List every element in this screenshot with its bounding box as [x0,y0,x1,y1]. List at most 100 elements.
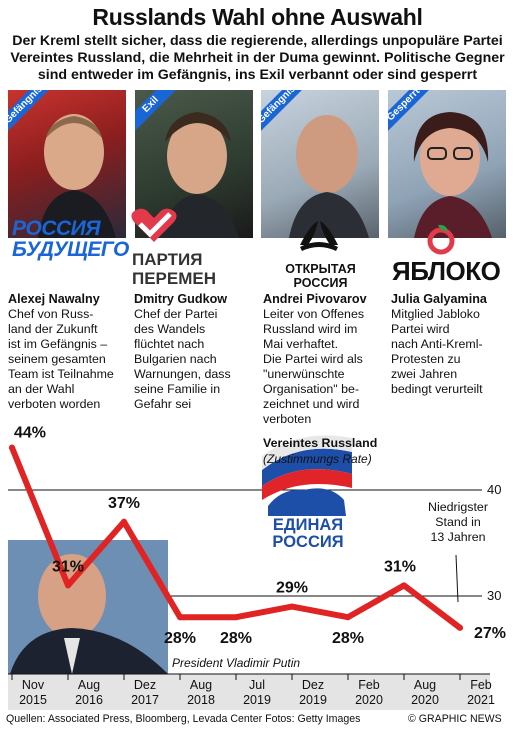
desc-line: zwei Jahren [391,367,458,381]
series-sublabel: (Zustimmungs Rate) [263,452,372,466]
data-label: 28% [332,630,364,647]
logo-line: РОССИЯ [12,217,101,240]
x-tick-label: 2019 [243,693,271,707]
navalny-photo: Gefängnis [8,90,126,238]
hands-icon [300,221,338,251]
politician-name: Julia Galyamina [391,292,487,306]
x-tick-label: Aug [414,678,436,692]
desc-line: nach Anti-Kreml- [391,337,483,351]
x-tick-label: Aug [78,678,100,692]
y-ticks: 30 40 [487,482,501,603]
data-point [345,614,351,621]
portrait-silhouette-icon [38,114,116,238]
logo-line: ПАРТИЯ [132,250,203,269]
united-russia-logo-text: ЕДИНАЯ РОССИЯ [258,517,358,551]
data-point [289,603,295,610]
x-tick-label: 2020 [355,693,383,707]
desc-line: Chef von Russ- [8,307,94,321]
putin-photo [8,540,168,674]
desc-line: verboten worden [8,397,101,411]
logo-line: ОТКРЫТАЯ [285,262,356,276]
desc-line: zeichnet und wird [263,397,360,411]
data-label: 31% [384,558,416,575]
x-tick-label: Dez [134,678,156,692]
data-point [9,444,15,451]
politician-description: Chef der Partei des Wandels flüchtet nac… [134,307,231,412]
photo-caption: President Vladimir Putin [172,656,301,670]
party-logo-russia-of-the-future: РОССИЯ БУДУЩЕГО [12,217,129,261]
pivovarov-photo: Gefängnis [261,90,379,238]
desc-line: seinem gesamten [8,352,106,366]
data-point [121,518,127,525]
page-title: Russlands Wahl ohne Auswahl [92,4,423,30]
data-point [457,624,463,631]
politician-name: Dmitry Gudkow [134,292,228,306]
annotation-line: Niedrigster [428,500,488,514]
x-tick-label: 2018 [187,693,215,707]
desc-line: Chef der Partei [134,307,218,321]
desc-line: ist im Gefängnis – [8,337,108,351]
data-point [401,582,407,589]
points [9,444,463,631]
gudkow-photo: Exil [135,90,253,238]
party-logo-open-russia: ОТКРЫТАЯ РОССИЯ [263,262,378,290]
value-labels: 44% 31% 37% 28% 28% 29% 28% 31% 27% [14,425,506,648]
desc-line: Organisation" be- [263,382,360,396]
logo-line: РОССИЯ [272,533,344,551]
desc-line: Mitglied Jabloko [391,307,480,321]
brand-credit: © GRAPHIC NEWS [408,713,502,725]
desc-line: bedingt verurteilt [391,382,483,396]
series-label: Vereintes Russland [263,436,378,450]
desc-line: Gefahr sei [134,397,192,411]
x-tick-label: Aug [190,678,212,692]
politician-description: Mitglied Jabloko Partei wird nach Anti-K… [391,307,483,397]
annotation-line: 13 Jahren [430,530,486,544]
galyamina-photo: Gesperrt [388,90,506,238]
x-tick-label: 2017 [131,693,159,707]
x-tick-label: Feb [470,678,492,692]
logo-line: ЯБЛОКО [392,256,501,286]
logo-line: ЕДИНАЯ [272,516,344,534]
party-logo-yabloko: ЯБЛОКО [392,256,507,286]
politician-description: Leiter von Offenes Russland wird im Mai … [263,307,364,427]
desc-line: Team ist Teilnahme [8,367,114,381]
desc-line: land der Zukunft [8,322,98,336]
portrait-silhouette-icon [289,115,369,238]
desc-line: Warnungen, dass [134,367,231,381]
portrait-silhouette-icon [413,112,492,238]
desc-line: an der Wahl [8,382,75,396]
desc-line: Protesten zu [391,352,461,366]
heart-check-icon [131,208,177,242]
subtitle: Der Kreml stellt sicher, dass die regier… [6,33,509,84]
data-label: 29% [276,580,308,597]
desc-line: Mai verhaftet. [263,337,339,351]
y-tick-label: 40 [487,482,501,497]
party-logo-party-of-change: ПАРТИЯ ПЕРЕМЕН [132,250,252,288]
logo-line: ПЕРЕМЕН [132,269,217,288]
subtitle-line: Vereintes Russland, die Mehrheit in der … [10,50,505,66]
x-tick-label: 2015 [19,693,47,707]
politician-description: Chef von Russ- land der Zukunft ist im G… [8,307,114,412]
desc-line: Die Partei wird als [263,352,363,366]
x-tick-label: 2016 [75,693,103,707]
subtitle-line: sind entweder im Gefängnis, ins Exil ver… [37,67,478,83]
data-label: 27% [474,625,506,642]
x-tick-label: 2021 [467,693,495,707]
sources-text: Quellen: Associated Press, Bloomberg, Le… [6,713,361,725]
data-label: 44% [14,425,46,442]
x-tick-label: 2019 [299,693,327,707]
desc-line: "unerwünschte [263,367,345,381]
x-tick-label: Dez [302,678,324,692]
data-label: 37% [108,495,140,512]
desc-line: des Wandels [134,322,206,336]
logo-line: БУДУЩЕГО [12,238,129,261]
data-point [177,614,183,621]
desc-line: flüchtet nach [134,337,205,351]
data-label: 31% [52,558,84,575]
x-tick-label: 2020 [411,693,439,707]
annotation-line: Stand in [435,515,481,529]
logo-line: РОССИЯ [293,276,348,290]
x-tick-label: Feb [358,678,380,692]
